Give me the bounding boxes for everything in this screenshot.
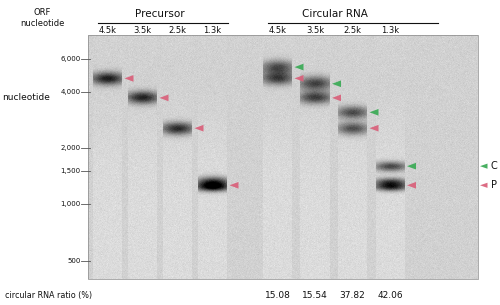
- Text: P: P: [490, 180, 496, 190]
- Text: 6,000: 6,000: [60, 56, 80, 62]
- Polygon shape: [294, 64, 304, 70]
- Text: 4.5k: 4.5k: [268, 26, 286, 35]
- Text: Precursor: Precursor: [135, 9, 185, 19]
- Text: ORF
nucleotide: ORF nucleotide: [20, 8, 64, 28]
- Text: C: C: [490, 161, 497, 171]
- Text: 4,000: 4,000: [60, 88, 80, 95]
- Polygon shape: [332, 81, 341, 87]
- Text: 15.08: 15.08: [264, 291, 290, 300]
- Text: 1,500: 1,500: [60, 168, 80, 174]
- Bar: [88, 35, 478, 279]
- Polygon shape: [124, 75, 134, 82]
- Polygon shape: [332, 95, 341, 101]
- Polygon shape: [407, 163, 416, 170]
- Polygon shape: [480, 183, 488, 188]
- Text: 37.82: 37.82: [340, 291, 365, 300]
- Polygon shape: [194, 125, 203, 131]
- Text: 2.5k: 2.5k: [344, 26, 361, 35]
- Text: circular RNA ratio (%): circular RNA ratio (%): [5, 291, 92, 300]
- Text: 3.5k: 3.5k: [134, 26, 152, 35]
- Text: nucleotide: nucleotide: [2, 93, 50, 102]
- Polygon shape: [480, 163, 488, 169]
- Text: 1,000: 1,000: [60, 201, 80, 207]
- Text: 2,000: 2,000: [60, 145, 80, 151]
- Polygon shape: [370, 109, 378, 116]
- Text: 15.54: 15.54: [302, 291, 328, 300]
- Text: 1.3k: 1.3k: [381, 26, 399, 35]
- Polygon shape: [294, 75, 304, 82]
- Text: 1.3k: 1.3k: [204, 26, 222, 35]
- Text: 500: 500: [67, 258, 80, 264]
- Text: 2.5k: 2.5k: [168, 26, 186, 35]
- Text: 3.5k: 3.5k: [306, 26, 324, 35]
- Polygon shape: [370, 125, 378, 131]
- Text: 42.06: 42.06: [377, 291, 403, 300]
- Polygon shape: [230, 182, 238, 189]
- Text: 4.5k: 4.5k: [98, 26, 116, 35]
- Polygon shape: [407, 182, 416, 189]
- Polygon shape: [160, 95, 168, 101]
- Text: Circular RNA: Circular RNA: [302, 9, 368, 19]
